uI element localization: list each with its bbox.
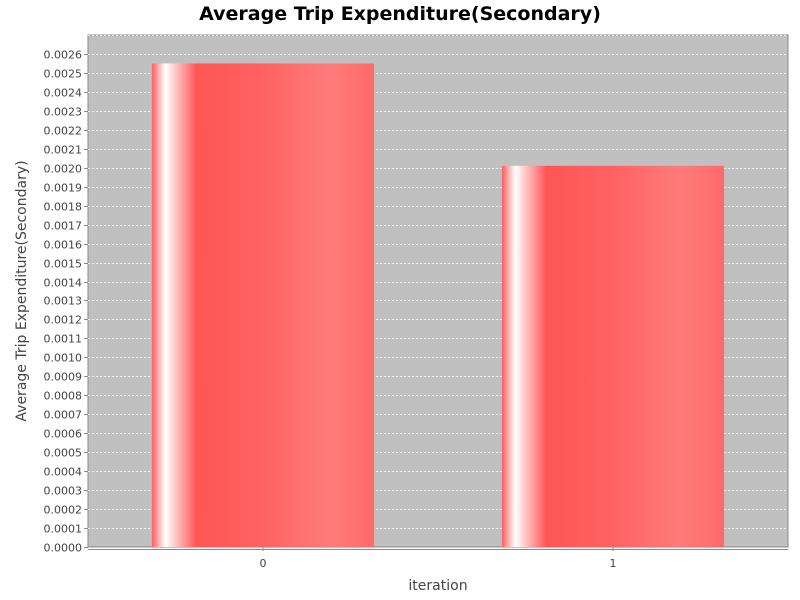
y-tick-label: 0.0020 xyxy=(44,163,83,176)
y-tick-label: 0.0022 xyxy=(44,125,83,138)
y-tick-label: 0.0006 xyxy=(44,428,83,441)
y-tick-label: 0.0011 xyxy=(44,333,83,346)
y-tick-label: 0.0007 xyxy=(44,409,83,422)
y-tick-label: 0.0013 xyxy=(44,295,83,308)
x-axis-label: iteration xyxy=(408,578,467,594)
y-tick-label: 0.0023 xyxy=(44,106,83,119)
y-tick-label: 0.0015 xyxy=(44,258,83,271)
y-tick-label: 0.0017 xyxy=(44,220,83,233)
y-tick-label: 0.0018 xyxy=(44,201,83,214)
bar-1 xyxy=(501,165,725,547)
y-tick-label: 0.0010 xyxy=(44,352,83,365)
chart-title: Average Trip Expenditure(Secondary) xyxy=(199,3,601,25)
y-axis-label: Average Trip Expenditure(Secondary) xyxy=(14,160,30,421)
y-tick-label: 0.0014 xyxy=(44,277,83,290)
y-tick-label: 0.0012 xyxy=(44,314,83,327)
y-tick-label: 0.0026 xyxy=(44,49,83,62)
axes: 0.0000 0.0001 0.0002 0.0003 0.0004 0.0005 0.00… xyxy=(44,49,788,570)
y-tick-label: 0.0004 xyxy=(44,466,83,479)
y-tick-label: 0.0009 xyxy=(44,371,83,384)
y-tick-label: 0.0000 xyxy=(44,542,83,555)
y-tick-label: 0.0025 xyxy=(44,68,83,81)
y-tick-label: 0.0005 xyxy=(44,447,83,460)
y-tick-label: 0.0021 xyxy=(44,144,83,157)
y-tick-label: 0.0019 xyxy=(44,182,83,195)
y-tick-label: 0.0016 xyxy=(44,239,83,252)
y-tick-label: 0.0003 xyxy=(44,485,83,498)
x-tick-label: 1 xyxy=(610,557,617,570)
y-tick-label: 0.0001 xyxy=(44,523,83,536)
y-tick-label: 0.0024 xyxy=(44,87,83,100)
y-tick-label: 0.0008 xyxy=(44,390,83,403)
x-tick-label: 0 xyxy=(260,557,267,570)
bars xyxy=(151,63,725,547)
y-tick-label: 0.0002 xyxy=(44,504,83,517)
bar-0 xyxy=(151,63,375,547)
